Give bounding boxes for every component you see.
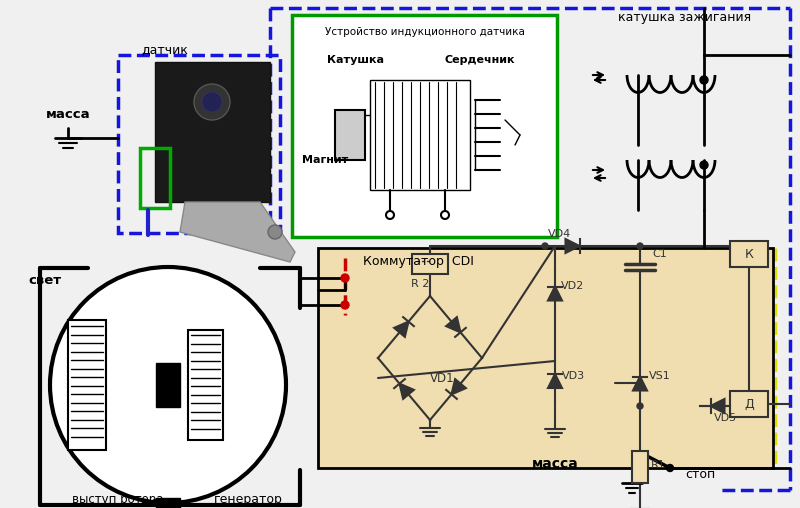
Circle shape (194, 84, 230, 120)
Text: R1: R1 (650, 460, 666, 470)
Polygon shape (451, 379, 466, 394)
Polygon shape (394, 322, 409, 337)
Polygon shape (446, 317, 461, 332)
Circle shape (268, 225, 282, 239)
Bar (155, 62, 270, 202)
Text: Магнит: Магнит (302, 155, 348, 165)
Polygon shape (633, 376, 647, 391)
Bar (730, 241, 768, 267)
Text: Катушка: Катушка (326, 55, 383, 65)
Bar (632, 451, 648, 483)
Polygon shape (399, 384, 414, 399)
Polygon shape (710, 399, 725, 413)
Polygon shape (566, 239, 579, 253)
Text: VD2: VD2 (562, 281, 585, 291)
Circle shape (700, 76, 708, 84)
Text: VD3: VD3 (562, 371, 585, 381)
Bar (140, 148, 170, 208)
Text: VD5: VD5 (714, 413, 737, 423)
Text: VS1: VS1 (649, 371, 671, 381)
Circle shape (637, 243, 643, 249)
Circle shape (700, 161, 708, 169)
Text: VD1: VD1 (430, 371, 454, 385)
Bar (730, 391, 768, 417)
Text: масса: масса (532, 457, 578, 471)
Bar (188, 330, 223, 440)
Text: К: К (745, 247, 754, 261)
Circle shape (341, 274, 349, 282)
Text: Д: Д (744, 397, 754, 410)
Bar (292, 15, 557, 237)
Bar (335, 110, 365, 160)
Bar (156, 498, 180, 508)
Circle shape (637, 403, 643, 409)
Bar (318, 248, 773, 468)
Text: Коммутатор  CDI: Коммутатор CDI (362, 256, 474, 269)
Bar (156, 363, 180, 407)
Text: R 2: R 2 (411, 279, 429, 289)
Text: масса: масса (46, 109, 90, 121)
Text: стоп: стоп (685, 468, 715, 482)
Text: свет: свет (28, 273, 61, 287)
Polygon shape (180, 202, 295, 262)
Bar (412, 254, 448, 274)
Bar (118, 55, 280, 233)
Text: Устройство индукционного датчика: Устройство индукционного датчика (325, 27, 525, 37)
Bar (370, 80, 470, 190)
Text: катушка зажигания: катушка зажигания (618, 12, 751, 24)
Polygon shape (548, 374, 562, 388)
Bar (68, 320, 106, 450)
Text: Сердечник: Сердечник (445, 55, 515, 65)
Text: генератор: генератор (214, 493, 282, 506)
Circle shape (542, 243, 548, 249)
Circle shape (202, 92, 222, 112)
Text: выступ ротора: выступ ротора (72, 493, 164, 506)
Text: C1: C1 (653, 249, 667, 259)
Circle shape (341, 301, 349, 309)
Circle shape (666, 464, 674, 471)
Polygon shape (548, 287, 562, 301)
Text: датчик: датчик (142, 44, 189, 56)
Text: VD4: VD4 (548, 229, 572, 239)
Circle shape (50, 267, 286, 503)
